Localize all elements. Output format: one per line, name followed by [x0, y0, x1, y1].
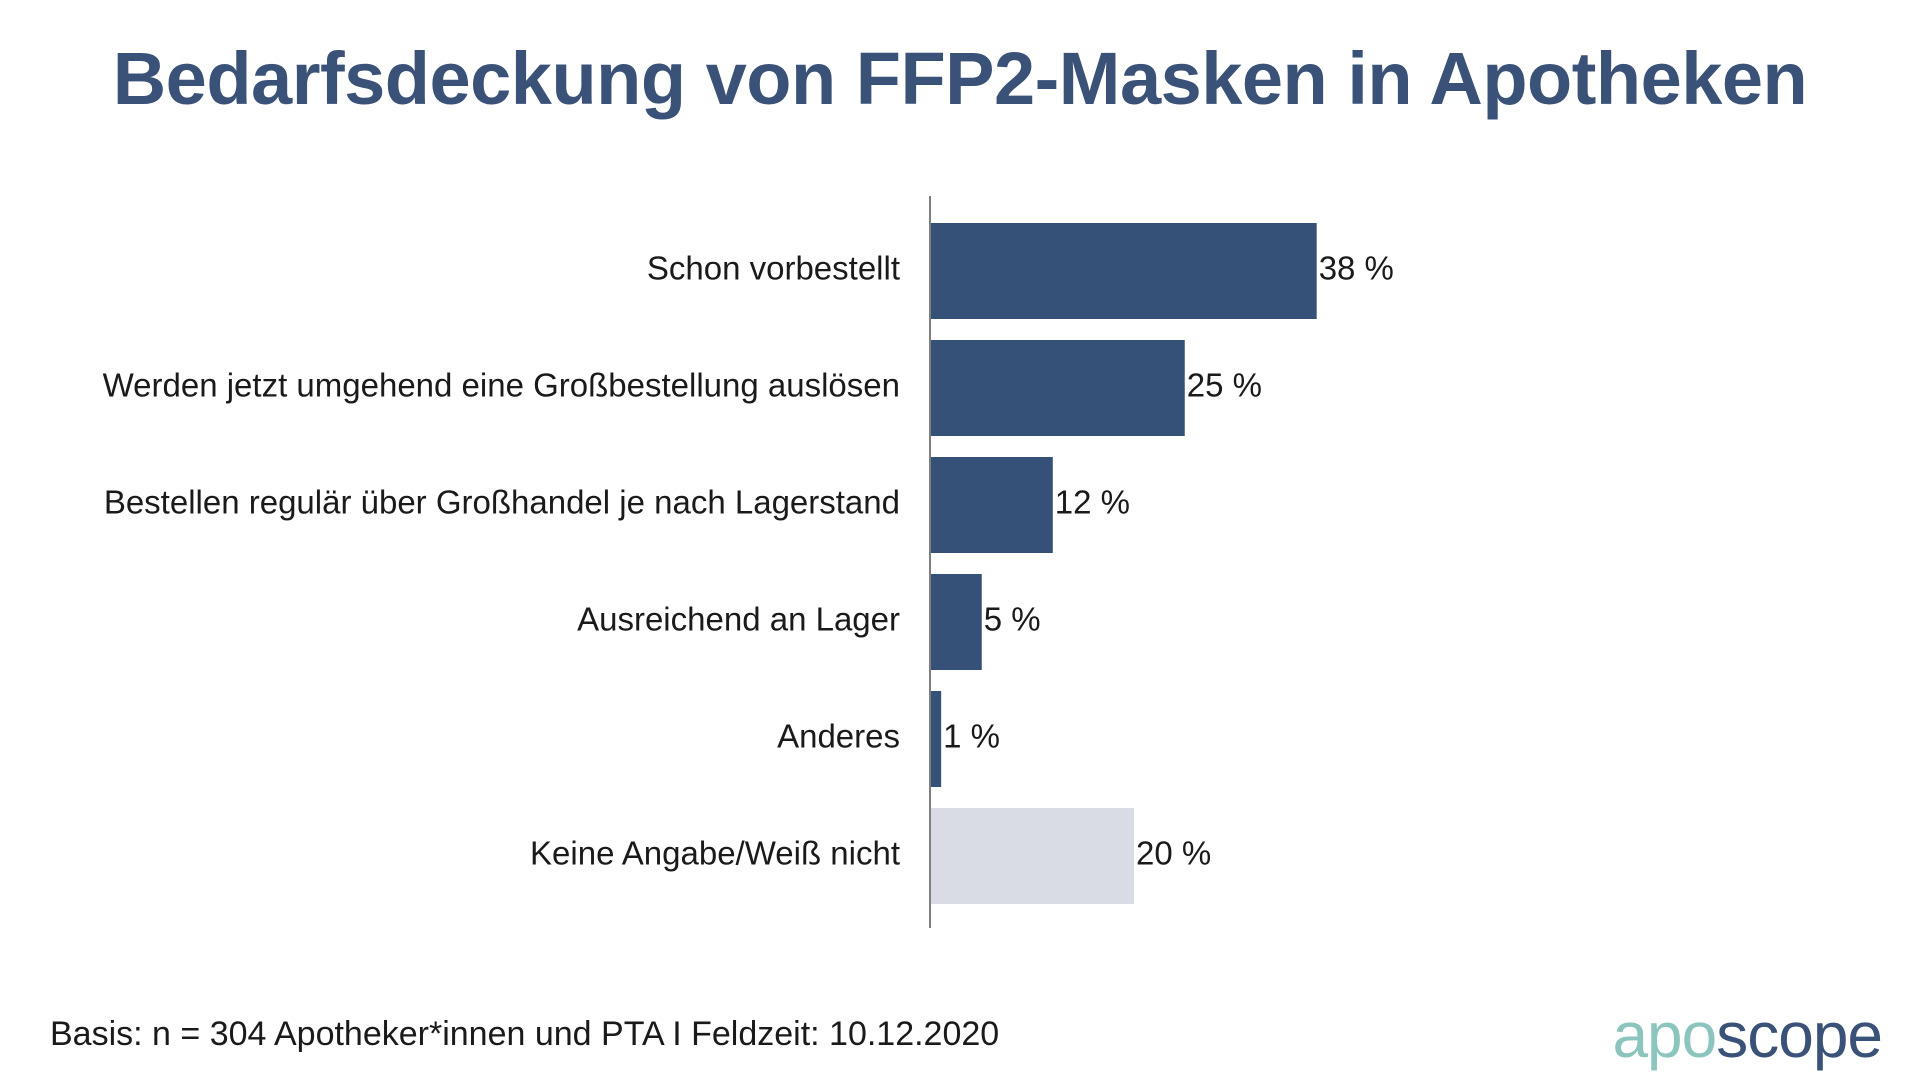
value-label: 38 % — [1319, 250, 1394, 287]
category-label: Anderes — [777, 718, 900, 755]
bar — [931, 808, 1134, 904]
value-label: 20 % — [1136, 835, 1211, 872]
category-label: Keine Angabe/Weiß nicht — [530, 835, 900, 872]
category-label: Schon vorbestellt — [647, 250, 900, 287]
value-label: 12 % — [1055, 484, 1130, 521]
value-label: 5 % — [984, 601, 1041, 638]
bar — [931, 691, 942, 787]
logo-part-apo: apo — [1612, 999, 1717, 1071]
logo-part-scope: scope — [1716, 999, 1883, 1071]
category-label: Ausreichend an Lager — [577, 601, 900, 638]
bar — [931, 223, 1317, 319]
footer-basis: Basis: n = 304 Apotheker*innen und PTA I… — [50, 1015, 1000, 1053]
aposcope-logo: aposcope — [1612, 998, 1883, 1072]
bar — [931, 574, 982, 670]
value-label: 1 % — [943, 718, 1000, 755]
category-label: Bestellen regulär über Großhandel je nac… — [104, 484, 900, 521]
value-label: 25 % — [1187, 367, 1262, 404]
bar — [931, 340, 1185, 436]
category-label: Werden jetzt umgehend eine Großbestellun… — [103, 367, 900, 404]
bar — [931, 457, 1053, 553]
chart-title: Bedarfsdeckung von FFP2-Masken in Apothe… — [112, 37, 1808, 120]
